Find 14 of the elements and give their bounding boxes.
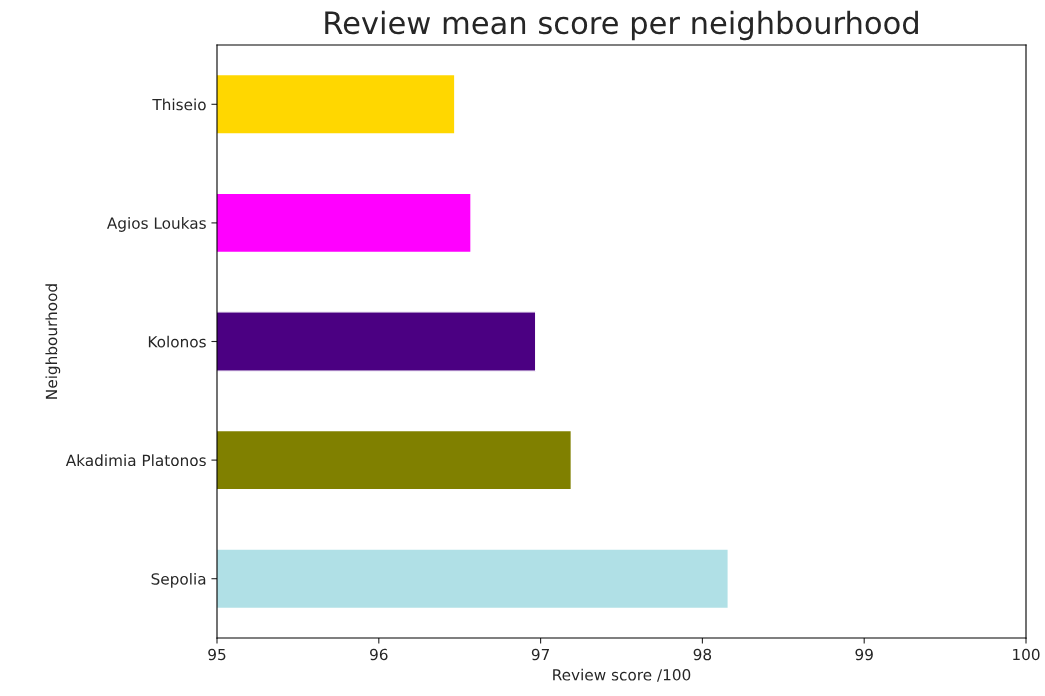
y-tick-label: Akadimia Platonos: [65, 454, 206, 467]
x-tick-label: 99: [855, 648, 873, 661]
y-axis-title: Neighbourhood: [45, 284, 61, 399]
x-tick-label: 97: [531, 648, 550, 661]
x-axis-title: Review score /100: [553, 668, 691, 682]
y-tick-label: Agios Loukas: [106, 217, 206, 232]
y-tick-label: Sepolia: [151, 572, 206, 588]
x-tick-label: 100: [1013, 648, 1040, 661]
chart-title: Review mean score per neighbourhood: [325, 10, 918, 41]
x-tick-label: 96: [370, 648, 388, 661]
y-tick-label: Kolonos: [148, 335, 206, 348]
y-tick-label: Thiseio: [152, 98, 206, 111]
x-tick-label: 98: [693, 648, 712, 661]
x-tick-label: 95: [208, 648, 226, 661]
